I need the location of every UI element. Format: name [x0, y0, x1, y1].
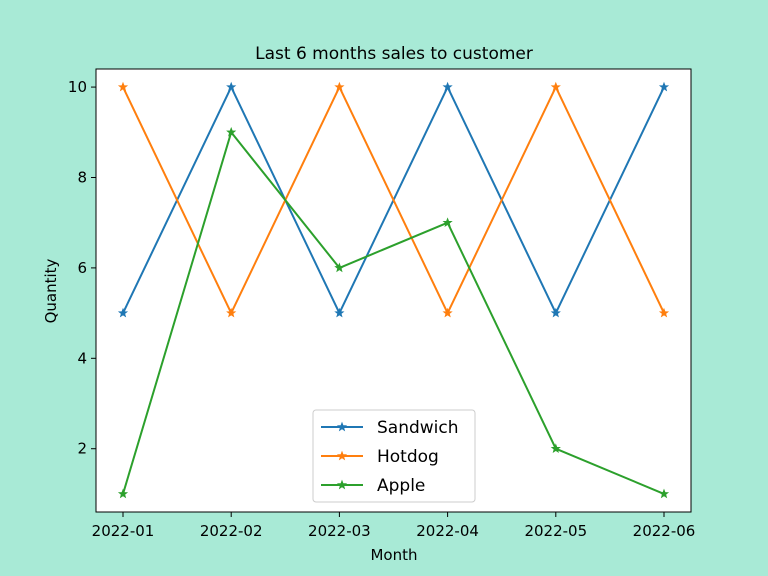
series-apple — [117, 126, 670, 499]
legend: Sandwich Hotdog Apple — [312, 409, 476, 503]
x-axis-label: Month — [370, 546, 417, 564]
x-tick-label: 2022-05 — [524, 522, 587, 540]
legend-item-sandwich: Sandwich — [321, 418, 459, 438]
legend-marker — [336, 421, 348, 432]
data-point-hotdog — [658, 307, 670, 318]
y-tick-label: 4 — [77, 349, 87, 367]
data-point-apple — [117, 488, 129, 499]
y-tick-label: 10 — [68, 78, 87, 96]
series-line-hotdog — [122, 86, 665, 315]
x-tick-label: 2022-04 — [416, 522, 479, 540]
legend-marker — [336, 479, 348, 490]
data-point-hotdog — [442, 307, 453, 318]
data-point-sandwich — [226, 81, 237, 92]
legend-marker — [336, 450, 348, 461]
legend-label: Apple — [377, 476, 425, 496]
legend-label: Sandwich — [377, 418, 459, 438]
data-point-hotdog — [226, 307, 237, 318]
x-tick-label: 2022-02 — [200, 522, 263, 540]
data-point-sandwich — [442, 81, 453, 92]
data-point-hotdog — [550, 81, 561, 92]
data-point-sandwich — [334, 307, 345, 318]
y-tick-label: 2 — [77, 440, 87, 458]
series-hotdog — [117, 81, 670, 318]
series-line-apple — [122, 131, 665, 495]
data-point-sandwich — [658, 81, 670, 92]
legend-item-apple: Apple — [321, 476, 425, 496]
data-point-apple — [442, 217, 453, 228]
y-axis: 2 4 6 8 10 — [68, 78, 96, 458]
legend-box — [312, 409, 476, 503]
y-axis-label: Quantity — [42, 258, 60, 323]
x-tick-label: 2022-01 — [92, 522, 155, 540]
x-tick-label: 2022-06 — [633, 522, 696, 540]
chart-title: Last 6 months sales to customer — [255, 44, 533, 64]
data-point-sandwich — [117, 307, 129, 318]
x-tick-label: 2022-03 — [308, 522, 371, 540]
data-point-apple — [226, 126, 237, 137]
data-point-hotdog — [334, 81, 345, 92]
data-point-apple — [658, 488, 670, 499]
legend-item-hotdog: Hotdog — [321, 447, 439, 467]
data-point-apple — [550, 443, 561, 454]
y-tick-label: 6 — [77, 259, 87, 277]
legend-label: Hotdog — [377, 447, 439, 467]
data-point-apple — [334, 262, 345, 273]
x-axis: 2022-01 2022-02 2022-03 2022-04 2022-05 2022-… — [92, 512, 696, 540]
data-point-hotdog — [117, 81, 129, 92]
series-layer — [117, 81, 670, 499]
data-point-sandwich — [550, 307, 561, 318]
y-tick-label: 8 — [77, 168, 87, 186]
